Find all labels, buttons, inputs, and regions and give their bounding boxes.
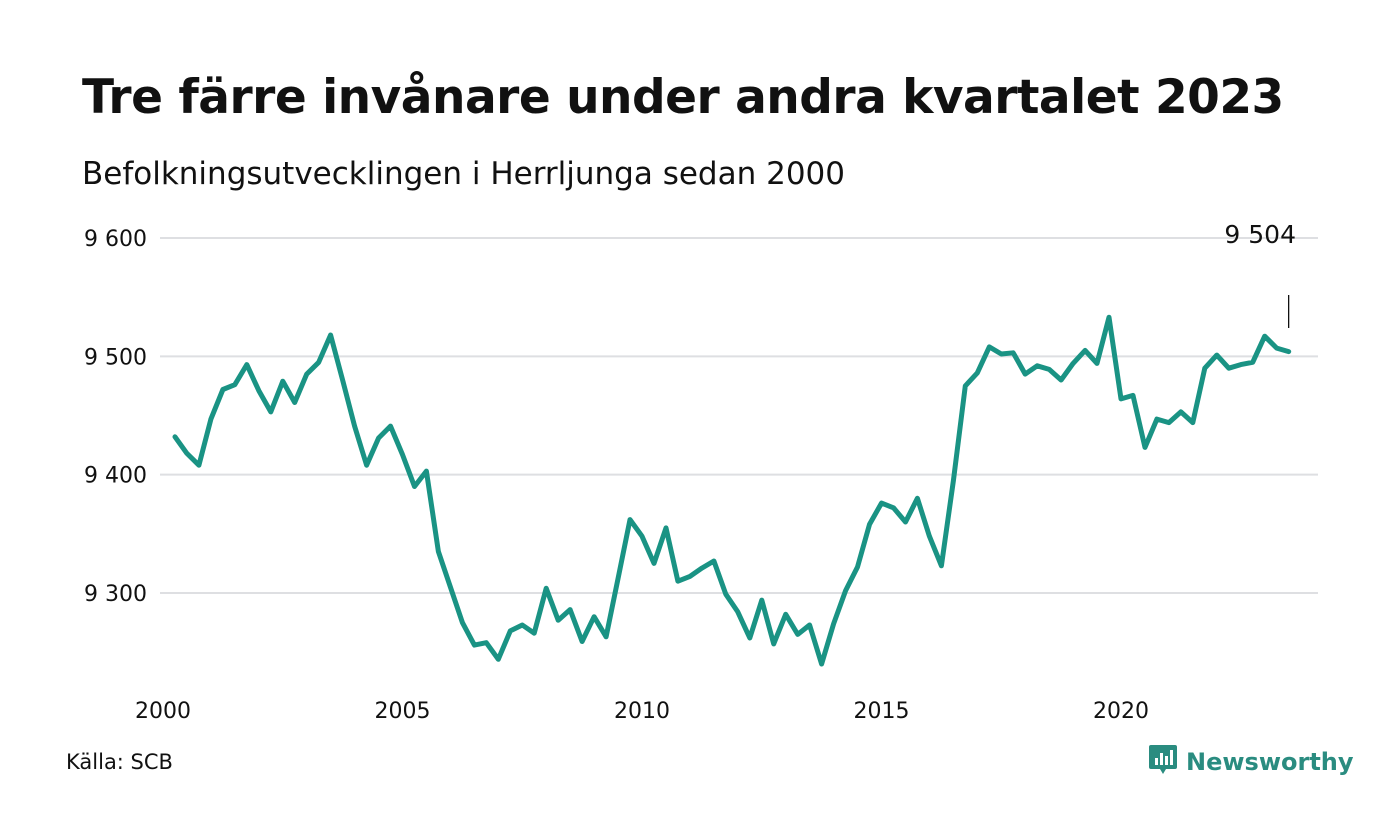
series xyxy=(172,314,1292,667)
y-tick-label: 9 400 xyxy=(84,464,147,489)
chart-subtitle: Befolkningsutvecklingen i Herrljunga sed… xyxy=(82,156,845,192)
brand-logo[interactable]: Newsworthy xyxy=(1148,743,1354,781)
y-tick-label: 9 500 xyxy=(84,345,147,370)
series-line xyxy=(172,314,1292,667)
y-tick-label: 9 300 xyxy=(84,582,147,607)
x-tick-label: 2005 xyxy=(375,699,431,724)
x-tick-label: 2020 xyxy=(1093,699,1149,724)
brand-name: Newsworthy xyxy=(1186,748,1354,776)
newsworthy-logo-icon xyxy=(1148,743,1178,781)
source-note: Källa: SCB xyxy=(66,750,173,774)
x-tick-label: 2000 xyxy=(135,699,191,724)
x-tick-label: 2010 xyxy=(614,699,670,724)
x-axis-tick-labels: 2000 2005 2010 2015 2020 xyxy=(135,699,1149,724)
y-axis-tick-labels: 9 300 9 400 9 500 9 600 xyxy=(84,227,147,607)
annotations: 9 504 xyxy=(1224,220,1296,328)
last-value-label: 9 504 xyxy=(1224,220,1296,249)
y-tick-label: 9 600 xyxy=(84,227,147,252)
chart-title: Tre färre invånare under andra kvartalet… xyxy=(82,70,1284,125)
grid-lines xyxy=(160,237,1318,594)
x-tick-label: 2015 xyxy=(854,699,910,724)
